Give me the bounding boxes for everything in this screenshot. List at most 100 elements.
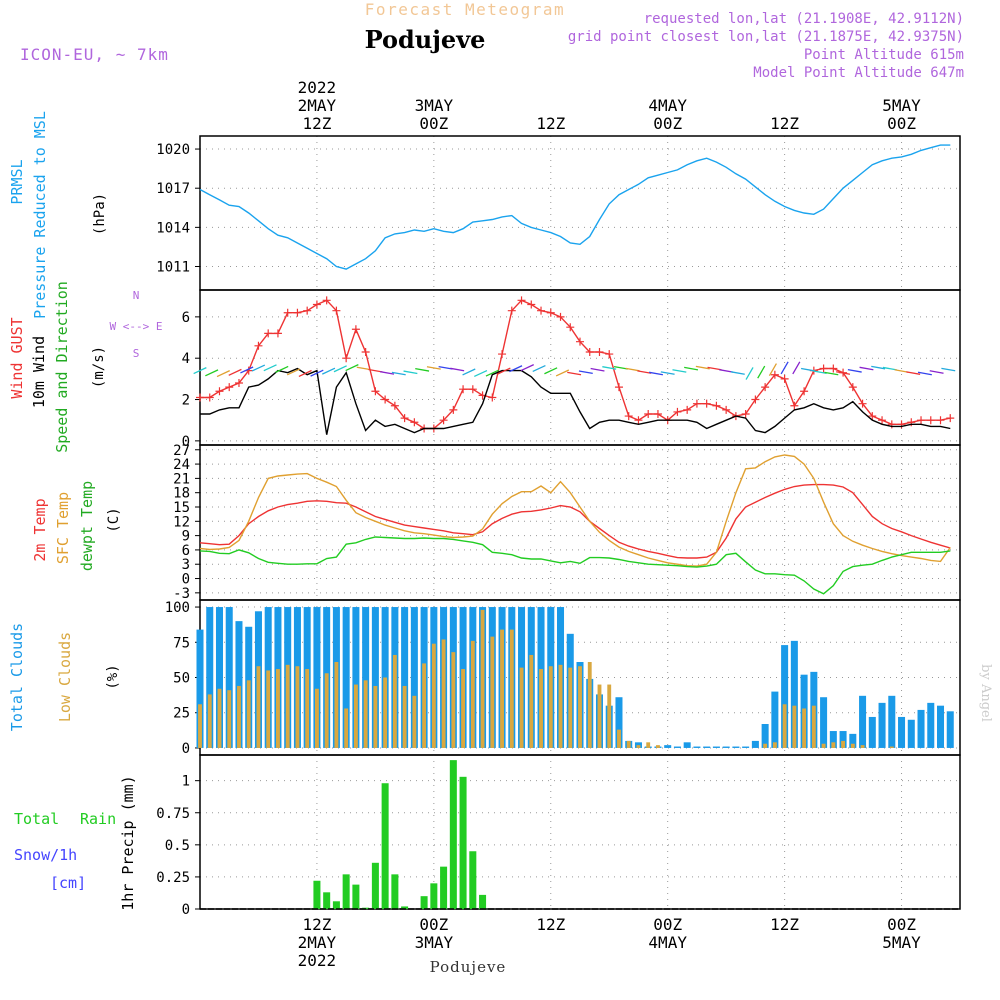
- gust-marker: [215, 387, 224, 396]
- rain-label: Rain: [80, 810, 116, 828]
- total-cloud-bar: [917, 709, 925, 748]
- low-cloud-bar: [431, 643, 436, 748]
- temp-unit-label: (C): [106, 507, 122, 532]
- rain-bar: [381, 783, 389, 909]
- rain-bar: [371, 862, 379, 909]
- wind-arrow: [286, 368, 301, 376]
- gust-marker: [459, 385, 468, 394]
- low-cloud-bar: [363, 680, 368, 748]
- low-cloud-bar: [792, 705, 797, 748]
- wind-unit-label: (m/s): [91, 346, 107, 388]
- wind-gust-label: Wind GUST: [8, 317, 26, 398]
- wind-arrow: [228, 368, 242, 376]
- time-label: 12Z: [770, 114, 799, 133]
- low-cloud-bar: [324, 673, 329, 748]
- total-cloud-bar: [946, 711, 954, 748]
- wind-panel: Wind GUST 10m Wind Speed and Direction (…: [8, 281, 162, 453]
- wind-arrow: [812, 370, 827, 374]
- wind-arrow: [625, 367, 640, 372]
- rain-bar: [469, 851, 477, 909]
- total-cloud-bar: [693, 746, 701, 748]
- low-cloud-bar: [763, 743, 768, 748]
- gust-marker: [488, 393, 497, 402]
- y-tick-label: 50: [173, 671, 190, 687]
- precip-panel: Total Rain Snow/1h [cm] 1hr Precip (mm): [14, 775, 137, 910]
- wind-arrow: [613, 365, 628, 370]
- panel-1: 0 2 4 6: [182, 289, 961, 450]
- y-tick-label: -3: [173, 586, 190, 602]
- wind-arrow: [780, 361, 789, 375]
- time-label: 00Z: [887, 915, 916, 934]
- y-tick-label: 0: [182, 572, 190, 588]
- time-label: 12Z: [302, 114, 331, 133]
- gust-marker: [322, 296, 331, 305]
- total-cloud-bar: [342, 607, 350, 748]
- y-tick-label: 4: [182, 351, 190, 367]
- time-label: 12Z: [302, 915, 331, 934]
- gust-marker: [517, 296, 526, 305]
- rain-bar: [401, 906, 409, 909]
- gust-marker: [751, 395, 760, 404]
- total-cloud-bar: [313, 607, 321, 748]
- y-tick-label: 18: [173, 486, 190, 502]
- gust-marker: [790, 401, 799, 410]
- wind-arrow: [695, 365, 710, 370]
- wind-arrow: [745, 367, 754, 380]
- total-cloud-bar: [362, 607, 370, 748]
- wind-arrow: [356, 366, 371, 371]
- plot-area: 10111014101710200246-3036912151821242702…: [156, 135, 961, 918]
- low-cloud-bar: [480, 609, 485, 748]
- total-cloud-bar: [352, 607, 360, 748]
- total-cloud-bar: [742, 746, 750, 748]
- time-label: 12Z: [770, 915, 799, 934]
- low-cloud-bar: [860, 745, 865, 748]
- wind-arrow: [251, 364, 266, 372]
- wind-arrow: [544, 367, 558, 375]
- product-title: Forecast Meteogram: [365, 0, 565, 19]
- temp-dewpt-label: dewpt Temp: [78, 481, 96, 571]
- credit-text: by Angel: [978, 664, 993, 722]
- total-cloud-bar: [761, 724, 769, 748]
- time-label: 2022: [298, 951, 337, 970]
- low-cloud-bar: [198, 704, 202, 748]
- time-label: 4MAY: [648, 933, 687, 952]
- gust-marker: [439, 416, 448, 425]
- prmsl-label: PRMSL: [8, 159, 26, 204]
- wind-arrow: [380, 371, 395, 375]
- total-cloud-bar: [790, 640, 798, 748]
- series-line-10m-wind: [200, 367, 951, 435]
- wind-arrow: [263, 364, 277, 372]
- total-cloud-bar: [225, 607, 233, 748]
- temperature-panel: 2m Temp SFC Temp dewpt Temp (C): [31, 481, 122, 571]
- gust-marker: [566, 323, 575, 332]
- wind-arrow: [193, 367, 207, 375]
- time-label: 4MAY: [648, 96, 687, 115]
- wind-arrow: [847, 368, 862, 373]
- y-tick-label: 2: [182, 393, 190, 409]
- total-cloud-bar: [898, 716, 906, 748]
- low-cloud-bar: [607, 684, 612, 748]
- y-tick-label: 0: [182, 434, 190, 450]
- gust-marker: [546, 308, 555, 317]
- gust-marker: [507, 306, 516, 315]
- wind-arrow: [462, 368, 476, 376]
- gust-marker: [634, 416, 643, 425]
- gust-marker: [741, 410, 750, 418]
- time-label: 12Z: [536, 114, 565, 133]
- gust-marker: [381, 395, 390, 404]
- y-tick-label: 0: [182, 741, 190, 757]
- rain-bar: [479, 894, 487, 909]
- total-cloud-bar: [751, 740, 759, 748]
- wind-arrow: [836, 371, 851, 375]
- total-cloud-bar: [868, 716, 876, 748]
- y-tick-label: 1020: [156, 142, 190, 158]
- low-cloud-bar: [373, 685, 378, 748]
- wind-arrow: [555, 369, 570, 377]
- wind-arrow: [894, 369, 909, 373]
- prmsl-full-label: Pressure Reduced to MSL: [31, 111, 49, 319]
- rain-bar: [420, 896, 428, 909]
- wind-arrow: [438, 365, 453, 370]
- wind-arrow: [730, 371, 745, 375]
- low-cloud-bar: [568, 667, 573, 748]
